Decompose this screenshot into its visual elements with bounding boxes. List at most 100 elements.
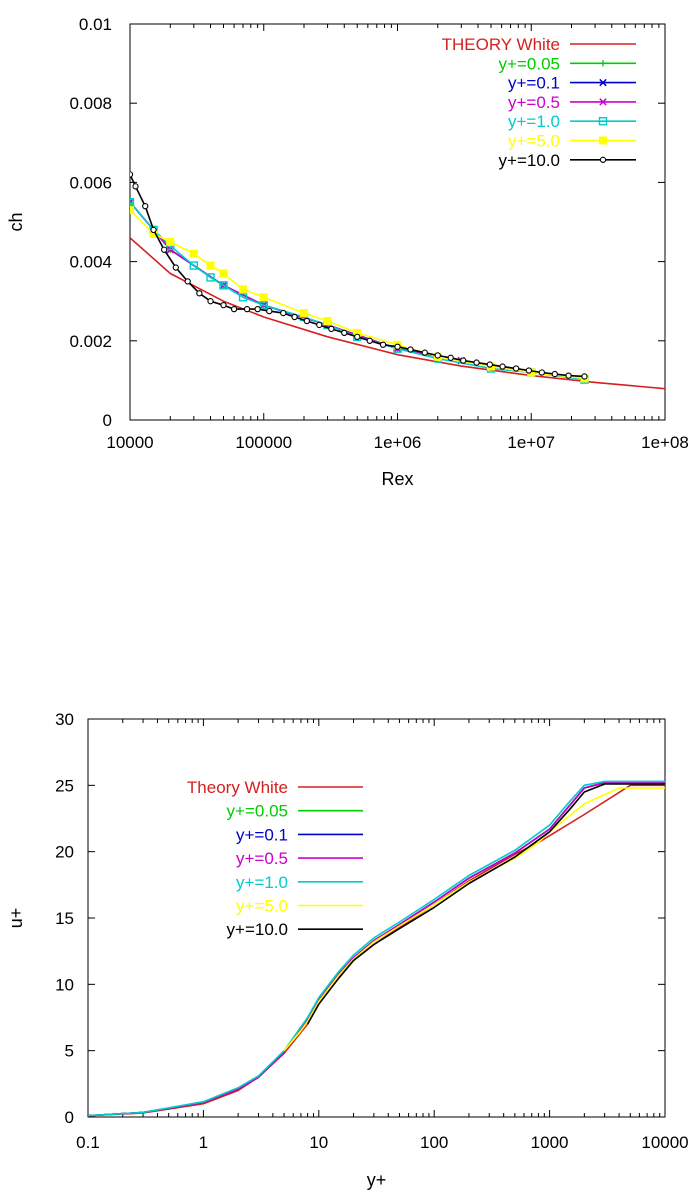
legend: THEORY Whitey+=0.05y+=0.1y+=0.5y+=1.0y+=… xyxy=(442,35,636,170)
legend-label: y+=0.5 xyxy=(508,93,560,112)
data-point xyxy=(303,317,310,325)
data-point xyxy=(207,298,214,305)
plot-area xyxy=(88,780,665,1117)
data-point xyxy=(421,349,428,356)
data-point xyxy=(394,343,401,350)
x-tick-label: 1e+07 xyxy=(507,433,555,452)
legend-label: y+=0.1 xyxy=(236,825,288,844)
series-y-10-0 xyxy=(130,171,588,380)
data-point xyxy=(259,293,268,302)
x-tick-label: 100000 xyxy=(235,433,292,452)
data-point xyxy=(300,309,309,318)
data-point xyxy=(354,333,361,340)
series-line xyxy=(130,237,665,390)
data-point xyxy=(254,305,261,313)
x-tick-label: 100 xyxy=(420,1133,448,1152)
legend-label: y+=0.5 xyxy=(236,849,288,868)
data-point xyxy=(142,203,149,210)
data-point xyxy=(499,363,506,370)
x-tick-label: 1000 xyxy=(531,1133,569,1152)
data-point xyxy=(379,341,387,348)
data-point xyxy=(486,361,493,368)
plot-frame xyxy=(87,718,666,1118)
series-line xyxy=(306,783,665,1025)
legend-label: THEORY White xyxy=(442,35,560,54)
data-point xyxy=(206,261,215,270)
data-point xyxy=(460,357,467,364)
data-point xyxy=(473,359,480,366)
data-point xyxy=(407,346,414,353)
data-point xyxy=(565,372,572,379)
data-point xyxy=(341,329,348,337)
legend-label: y+=0.05 xyxy=(227,802,288,821)
data-point xyxy=(538,369,545,376)
legend-label: y+=1.0 xyxy=(508,112,560,131)
data-point xyxy=(220,302,227,309)
data-point xyxy=(599,136,607,145)
data-point xyxy=(259,300,268,310)
x-tick-label: 10000 xyxy=(106,433,153,452)
data-point xyxy=(581,373,588,380)
x-tick-label: 10000 xyxy=(641,1133,688,1152)
data-point xyxy=(599,78,607,87)
data-point xyxy=(189,249,198,258)
series-line xyxy=(88,780,665,1117)
series-y-1-0 xyxy=(88,780,665,1117)
y-tick-label: 10 xyxy=(55,975,74,994)
data-point xyxy=(130,206,134,215)
legend-label: y+=0.1 xyxy=(508,74,560,93)
data-point xyxy=(130,199,134,206)
data-point xyxy=(238,293,248,302)
series-line xyxy=(283,787,665,1052)
legend-label: y+=0.05 xyxy=(499,54,560,73)
legend: Theory White y+=0.05 y+=0.1 y+=0.5 y+=1.0 y+=… xyxy=(187,778,363,939)
data-point xyxy=(599,60,607,67)
y-tick-label: 0.01 xyxy=(79,15,112,34)
data-point xyxy=(551,370,558,378)
y-tick-label: 15 xyxy=(55,909,74,928)
data-point xyxy=(280,309,287,317)
data-point xyxy=(219,281,228,290)
data-point xyxy=(150,226,157,234)
data-point xyxy=(599,156,607,163)
y-tick-label: 0 xyxy=(103,411,112,430)
data-point xyxy=(189,261,199,270)
data-point xyxy=(130,171,134,178)
y-tick-label: 25 xyxy=(55,776,74,795)
y-tick-label: 0.008 xyxy=(69,94,112,113)
legend-label: y+=5.0 xyxy=(236,897,288,916)
y-tick-label: 5 xyxy=(65,1042,74,1061)
data-point xyxy=(196,290,203,297)
x-axis-label: Rex xyxy=(381,469,413,489)
chart-2: 0 5 10 15 20 25 30 0.1 1 10 100 1000 10000 y+ u+ Theory… xyxy=(6,710,689,1190)
y-axis-label: u+ xyxy=(6,908,26,929)
legend-label: y+=1.0 xyxy=(236,873,288,892)
data-point xyxy=(512,365,520,372)
data-point xyxy=(172,264,179,271)
data-point xyxy=(291,313,298,321)
y-tick-label: 0 xyxy=(65,1108,74,1127)
data-point xyxy=(316,321,323,329)
x-tick-label: 1e+08 xyxy=(641,433,689,452)
x-tick-label: 1e+06 xyxy=(374,433,422,452)
y-tick-label: 0.004 xyxy=(69,253,112,272)
data-point xyxy=(132,183,139,190)
y-tick-label: 0.002 xyxy=(69,332,112,351)
plot-frame xyxy=(129,23,666,421)
series-y-5-0 xyxy=(283,787,665,1052)
chart-1: 0 0.002 0.004 0.006 0.008 0.01 10000 100000 1e+0… xyxy=(6,15,689,489)
data-point xyxy=(525,367,533,374)
legend-label: Theory White xyxy=(187,778,288,797)
x-axis-label: y+ xyxy=(367,1170,387,1190)
legend-label: y+=10.0 xyxy=(227,920,288,939)
data-point xyxy=(239,285,248,294)
data-point xyxy=(323,317,332,325)
data-point xyxy=(447,354,454,361)
data-point xyxy=(219,269,228,278)
data-point xyxy=(160,246,168,253)
series-theory-white xyxy=(130,237,665,390)
y-tick-label: 0.006 xyxy=(69,173,112,192)
data-point xyxy=(243,305,251,313)
legend-label: y+=5.0 xyxy=(508,132,560,151)
